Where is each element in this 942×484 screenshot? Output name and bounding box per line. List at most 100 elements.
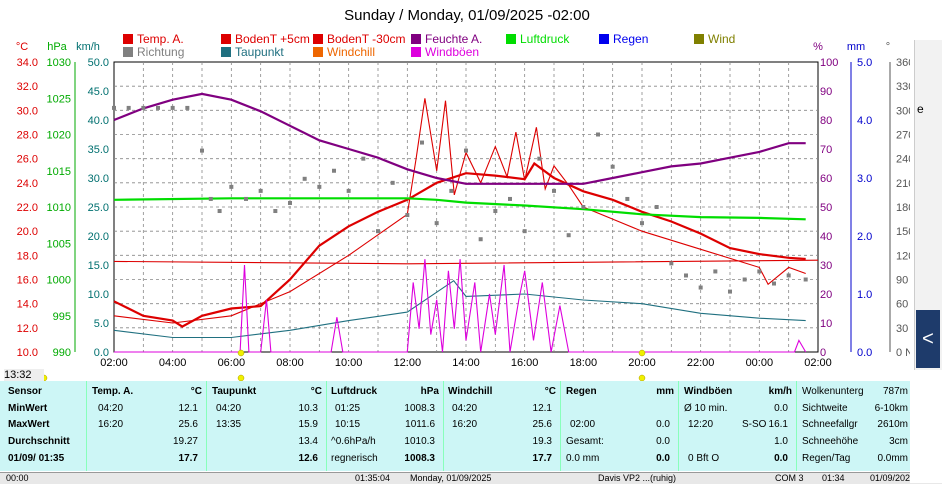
direction-point	[772, 281, 776, 286]
legend-item-bodent-30cm[interactable]: BodenT -30cm	[313, 32, 406, 46]
temp-max: 25.6	[178, 419, 198, 430]
direction-point	[742, 277, 747, 282]
tick-temp_c: 34.0	[17, 57, 38, 69]
stats-label-sensor: Sensor	[8, 386, 42, 397]
legend-swatch	[411, 47, 421, 57]
windchill-min-time: 04:20	[452, 403, 478, 414]
axis-unit-rain: mm	[847, 41, 865, 53]
rain-unit: mm	[656, 386, 674, 397]
status-date: Monday, 01/09/2025	[410, 473, 492, 483]
direction-point	[244, 196, 248, 201]
tick-wind_kmh: 5.0	[94, 318, 109, 330]
direction-point	[208, 196, 213, 201]
tick-pressure_hpa: 1030	[47, 57, 71, 69]
side-letter: e	[917, 102, 924, 116]
x-tick-label: 08:00	[276, 357, 304, 369]
series-bodent-30cm	[113, 259, 819, 265]
tick-temp_c: 14.0	[17, 299, 38, 311]
legend-item-luftdruck[interactable]: Luftdruck	[506, 32, 569, 46]
direction-point	[288, 200, 292, 205]
stats-label-min: MinWert	[8, 403, 48, 414]
legend-item-taupunkt[interactable]: Taupunkt	[221, 45, 284, 59]
direction-point	[229, 184, 234, 189]
direction-point	[141, 105, 146, 110]
tick-temp_c: 26.0	[17, 154, 38, 166]
direction-point	[654, 205, 659, 209]
direction-point	[610, 164, 615, 169]
direction-point	[786, 273, 791, 278]
legend-item-temp-a-[interactable]: Temp. A.	[123, 32, 184, 46]
misc-label-2: Schneefallgr	[802, 419, 858, 430]
tick-temp_c: 12.0	[17, 323, 38, 335]
legend-label: Richtung	[137, 45, 185, 59]
tick-wind_kmh: 50.0	[88, 57, 109, 69]
tick-humidity_pct: 60	[820, 173, 832, 185]
misc-label-1: Sichtweite	[802, 403, 848, 414]
legend-item-richtung[interactable]: Richtung	[123, 45, 184, 59]
tick-wind_kmh: 30.0	[88, 173, 109, 185]
pressure-max: 1011.6	[405, 419, 435, 430]
pressure-min: 1008.3	[404, 403, 435, 414]
x-tick-label: 10:00	[335, 357, 363, 369]
legend-item-regen[interactable]: Regen	[599, 32, 648, 46]
direction-point	[156, 105, 160, 110]
tick-rain_mm: 4.0	[857, 115, 872, 127]
legend-item-bodent-5cm[interactable]: BodenT +5cm	[221, 32, 310, 46]
legend-item-wind[interactable]: Wind	[694, 32, 735, 46]
dew-header: Taupunkt	[212, 386, 257, 397]
windchill-header: Windchill	[448, 386, 493, 397]
dew-max-time: 13:35	[216, 419, 242, 430]
tick-rain_mm: 3.0	[857, 173, 872, 185]
tick-temp_c: 28.0	[17, 130, 38, 142]
tick-direction_deg: 0 N	[896, 347, 913, 359]
dew-max: 15.9	[298, 419, 318, 430]
temp-min-time: 04:20	[98, 403, 124, 414]
legend-item-windchill[interactable]: Windchill	[313, 45, 375, 59]
x-tick-label: 22:00	[687, 357, 715, 369]
pressure-unit: hPa	[420, 386, 439, 397]
series-bodent-5cm	[113, 98, 806, 324]
status-device: Davis VP2 ...(ruhig)	[598, 473, 677, 483]
rain-r2: 0.0	[656, 436, 670, 447]
series-windb-en	[114, 259, 807, 353]
tick-humidity_pct: 30	[820, 260, 832, 272]
legend-item-feuchte-a-[interactable]: Feuchte A.	[411, 32, 482, 46]
direction-point	[464, 148, 468, 153]
tick-rain_mm: 2.0	[857, 231, 872, 243]
windchill-max: 25.6	[532, 419, 552, 430]
legend-item-windb-en[interactable]: Windböen	[411, 45, 479, 59]
direction-point	[376, 229, 380, 234]
direction-point	[728, 289, 732, 294]
direction-point	[217, 209, 222, 214]
status-bar: 00:00 01:35:04 Monday, 01/09/2025 Davis …	[0, 472, 942, 484]
pressure-max-time: 10:15	[335, 419, 361, 430]
time-marker	[237, 349, 245, 357]
direction-point	[302, 176, 307, 181]
tick-temp_c: 16.0	[17, 275, 38, 287]
direction-point	[317, 184, 322, 189]
tick-wind_kmh: 25.0	[88, 202, 109, 214]
gusts-r3: 1.0	[774, 436, 788, 447]
direction-point	[713, 269, 718, 274]
gusts-r1-label: Ø 10 min.	[684, 403, 728, 414]
time-indicator: 13:32	[4, 369, 44, 381]
scroll-left-button[interactable]: <	[916, 310, 940, 368]
tick-wind_kmh: 15.0	[88, 260, 109, 272]
series-luftdruck	[113, 197, 806, 221]
gusts-header: Windböen	[684, 386, 733, 397]
direction-point	[126, 105, 131, 110]
tick-humidity_pct: 10	[820, 318, 832, 330]
pressure-current: 1008.3	[404, 453, 435, 464]
dew-min: 10.3	[298, 403, 318, 414]
x-tick-label: 12:00	[394, 357, 422, 369]
legend-label: Taupunkt	[235, 45, 284, 59]
gusts-r2: 16.1	[768, 419, 788, 430]
tick-temp_c: 20.0	[17, 226, 38, 238]
tick-wind_kmh: 10.0	[88, 289, 109, 301]
tick-rain_mm: 5.0	[857, 57, 872, 69]
direction-point	[361, 156, 366, 161]
temp-unit: °C	[190, 386, 202, 397]
stats-label-current: 01/09/ 01:35	[8, 453, 65, 464]
direction-point	[478, 237, 483, 242]
